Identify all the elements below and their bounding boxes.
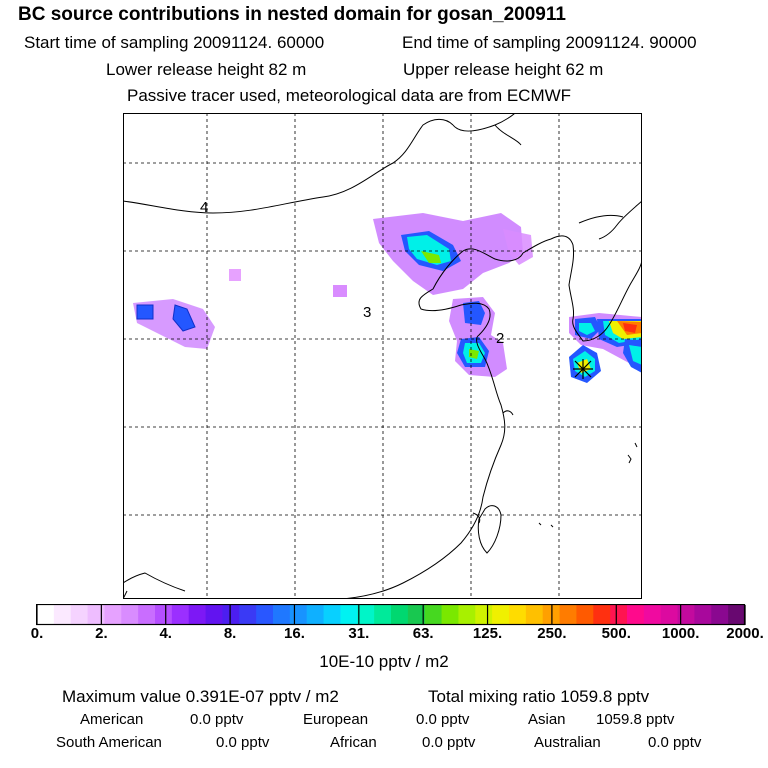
- taiwan-outline: [477, 505, 502, 554]
- colorbar-cell: [610, 605, 628, 625]
- contribution-value: 1059.8 pptv: [596, 711, 675, 728]
- lower-release-text: Lower release height 82 m: [106, 60, 307, 79]
- colorbar-cell: [171, 605, 190, 625]
- colorbar-cell: [407, 605, 426, 625]
- colorbar-tick-label: 250.: [537, 625, 567, 642]
- colorbar: [36, 604, 746, 626]
- total-mixing-ratio-text: Total mixing ratio 1059.8 pptv: [428, 687, 650, 706]
- colorbar-cell: [222, 605, 240, 625]
- colorbar-cell: [70, 605, 89, 625]
- max-value-text: Maximum value 0.391E-07 pptv / m2: [62, 687, 339, 706]
- colorbar-cell: [391, 605, 409, 625]
- colorbar-cell: [323, 605, 342, 625]
- plot-title: BC source contributions in nested domain…: [18, 4, 566, 25]
- colorbar-tick-label: 2000.: [726, 625, 764, 642]
- colorbar-cell: [728, 605, 746, 625]
- colorbar-cell: [188, 605, 207, 625]
- colorbar-cell: [374, 605, 392, 625]
- region-label: 2: [496, 330, 504, 347]
- contribution-value: 0.0 pptv: [422, 734, 476, 751]
- colorbar-tick-label: 63.: [412, 625, 434, 642]
- colorbar-cell: [525, 605, 544, 625]
- contribution-label: South American: [56, 734, 162, 751]
- colorbar-cell: [627, 605, 645, 625]
- end-time-text: End time of sampling 20091124. 90000: [402, 33, 697, 52]
- colorbar-cell: [458, 605, 476, 625]
- colorbar-cell: [340, 605, 358, 625]
- contribution-label: European: [303, 711, 369, 728]
- colorbar-tick-label: 31.: [348, 625, 370, 642]
- coastlines: [123, 113, 642, 599]
- colorbar-tick-label: 1000.: [661, 625, 700, 642]
- colorbar-tick-label: 16.: [284, 625, 305, 642]
- upper-release-text: Upper release height 62 m: [403, 60, 604, 79]
- colorbar-cell: [256, 605, 274, 625]
- plume-west: [133, 299, 215, 349]
- colorbar-cell: [424, 605, 443, 625]
- colorbar-cell: [509, 605, 527, 625]
- colorbar-cell: [677, 605, 696, 625]
- colorbar-tick-label: 4.: [159, 625, 172, 642]
- colorbar-cell: [643, 605, 662, 625]
- colorbar-cell: [53, 605, 72, 625]
- colorbar-cell: [357, 605, 375, 625]
- colorbar-unit: 10E-10 pptv / m2: [319, 652, 449, 671]
- colorbar-tick-label: 0.: [30, 625, 44, 642]
- contribution-value: 0.0 pptv: [648, 734, 702, 751]
- colorbar-cell: [87, 605, 106, 625]
- colorbar-cell: [475, 605, 493, 625]
- contribution-label: African: [330, 734, 377, 751]
- colorbar-cell: [155, 605, 173, 625]
- colorbar-cell: [593, 605, 611, 625]
- contribution-value: 0.0 pptv: [190, 711, 244, 728]
- contribution-label: American: [80, 711, 144, 728]
- colorbar-tick-label: 125.: [472, 625, 503, 642]
- region-label: 3: [363, 304, 371, 321]
- plume-spot: [333, 285, 347, 297]
- colorbar-cell: [711, 605, 729, 625]
- colorbar-tick-label: 500.: [601, 625, 631, 642]
- colorbar-cell: [694, 605, 712, 625]
- plume-east-china: [449, 297, 507, 377]
- colorbar-cell: [576, 605, 594, 625]
- colorbar-cell: [205, 605, 224, 625]
- colorbar-cell: [239, 605, 257, 625]
- contribution-map: 4 3 2: [123, 113, 642, 599]
- contribution-value: 0.0 pptv: [216, 734, 270, 751]
- contribution-value: 0.0 pptv: [416, 711, 470, 728]
- receptor-marker: [573, 359, 593, 379]
- start-time-text: Start time of sampling 20091124. 60000: [24, 33, 325, 52]
- map-frame: [123, 113, 642, 599]
- colorbar-cell: [121, 605, 139, 625]
- colorbar-cell: [441, 605, 460, 625]
- colorbar-cell: [138, 605, 156, 625]
- colorbar-cell: [104, 605, 122, 625]
- colorbar-cell: [37, 605, 55, 625]
- plume-spot: [229, 269, 241, 281]
- plume-north: [373, 213, 533, 295]
- colorbar-tick-label: 2.: [95, 625, 108, 642]
- colorbar-cell: [492, 605, 510, 625]
- colorbar-cell: [306, 605, 325, 625]
- graticule: [123, 113, 642, 599]
- colorbar-tick-label: 8.: [223, 625, 237, 642]
- contribution-label: Asian: [528, 711, 566, 728]
- region-label: 4: [200, 199, 208, 216]
- colorbar-cell: [559, 605, 578, 625]
- tracer-note-text: Passive tracer used, meteorological data…: [127, 86, 572, 105]
- contribution-label: Australian: [534, 734, 601, 751]
- colorbar-cell: [289, 605, 308, 625]
- colorbar-cell: [660, 605, 679, 625]
- colorbar-cell: [273, 605, 291, 625]
